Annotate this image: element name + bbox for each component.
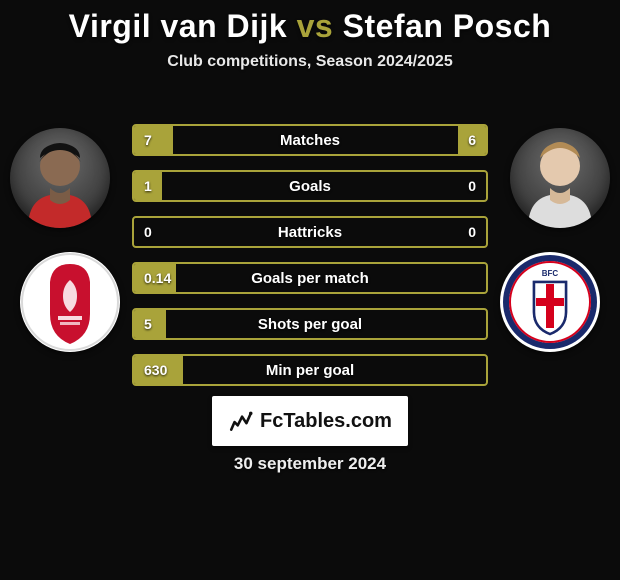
stat-value-right: 0 bbox=[458, 218, 486, 246]
stat-row: 7 6Matches bbox=[132, 124, 488, 156]
player1-avatar bbox=[10, 128, 110, 228]
stat-row: 0.14Goals per match bbox=[132, 262, 488, 294]
stat-label: Hattricks bbox=[134, 218, 486, 246]
stat-value-right bbox=[466, 310, 486, 338]
stat-value-left: 5 bbox=[134, 310, 162, 338]
stat-label: Min per goal bbox=[134, 356, 486, 384]
stat-row: 0 0Hattricks bbox=[132, 216, 488, 248]
stat-value-right: 6 bbox=[458, 126, 486, 154]
club-badge-icon bbox=[20, 252, 120, 352]
player1-name: Virgil van Dijk bbox=[69, 8, 288, 44]
stat-value-right bbox=[466, 264, 486, 292]
player2-avatar bbox=[510, 128, 610, 228]
comparison-card: Virgil van Dijk vs Stefan Posch Club com… bbox=[0, 0, 620, 580]
stat-value-left: 0.14 bbox=[134, 264, 181, 292]
stat-value-left: 1 bbox=[134, 172, 162, 200]
stat-row: 1 0Goals bbox=[132, 170, 488, 202]
player2-name: Stefan Posch bbox=[343, 8, 552, 44]
stat-row: 630Min per goal bbox=[132, 354, 488, 386]
stat-value-right: 0 bbox=[458, 172, 486, 200]
brand-logo-icon bbox=[228, 408, 254, 434]
club-badge-icon: BFC bbox=[500, 252, 600, 352]
stat-label: Matches bbox=[134, 126, 486, 154]
svg-text:BFC: BFC bbox=[542, 269, 559, 278]
stat-rows: 76Matches10Goals00Hattricks0.14Goals per… bbox=[132, 124, 488, 386]
stat-value-left: 7 bbox=[134, 126, 162, 154]
page-title: Virgil van Dijk vs Stefan Posch bbox=[0, 0, 620, 45]
brand-badge: FcTables.com bbox=[212, 396, 408, 446]
stat-value-left: 0 bbox=[134, 218, 162, 246]
stat-value-right bbox=[466, 356, 486, 384]
club1-badge bbox=[20, 252, 120, 352]
stat-label: Shots per goal bbox=[134, 310, 486, 338]
stat-value-left: 630 bbox=[134, 356, 177, 384]
avatar-icon bbox=[510, 128, 610, 228]
brand-text: FcTables.com bbox=[260, 410, 392, 433]
stat-label: Goals per match bbox=[134, 264, 486, 292]
date-label: 30 september 2024 bbox=[0, 454, 620, 474]
avatar-icon bbox=[10, 128, 110, 228]
club2-badge: BFC bbox=[500, 252, 600, 352]
stat-label: Goals bbox=[134, 172, 486, 200]
stat-row: 5Shots per goal bbox=[132, 308, 488, 340]
vs-label: vs bbox=[297, 8, 334, 44]
subtitle: Club competitions, Season 2024/2025 bbox=[0, 53, 620, 71]
